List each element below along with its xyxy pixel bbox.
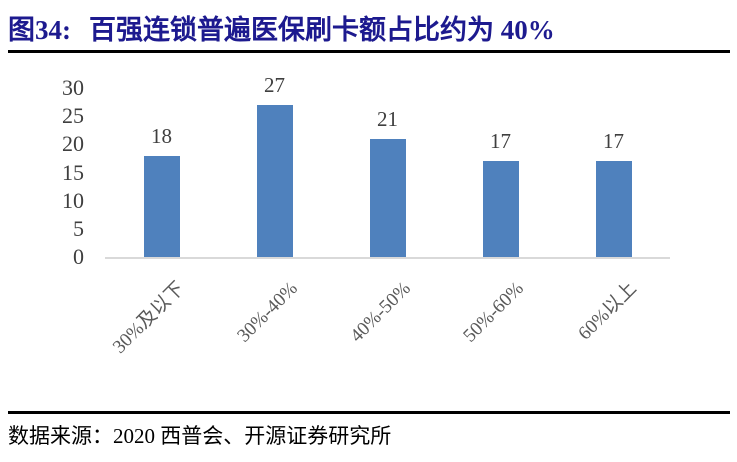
y-axis-tick-label: 15 xyxy=(62,159,84,185)
bar-value-label: 17 xyxy=(490,129,511,154)
y-axis-tick-label: 20 xyxy=(62,131,84,157)
x-axis-line xyxy=(105,257,670,259)
y-axis-tick-label: 25 xyxy=(62,103,84,129)
figure-title: 百强连锁普遍医保刷卡额占比约为 40% xyxy=(89,15,555,45)
footer-divider-line xyxy=(8,411,730,414)
x-axis-label: 30%及以下 xyxy=(108,278,189,358)
bar xyxy=(369,138,406,257)
bar-value-label: 17 xyxy=(603,129,624,154)
x-axis-label: 30%-40% xyxy=(232,278,302,347)
y-axis-tick-label: 10 xyxy=(62,187,84,213)
x-axis-label: 60%以上 xyxy=(574,278,641,345)
bar xyxy=(143,155,180,257)
bar-value-label: 21 xyxy=(377,106,398,131)
bar xyxy=(256,104,293,257)
x-axis-label: 40%-50% xyxy=(345,278,415,347)
x-axis-label: 50%-60% xyxy=(458,278,528,347)
figure-number-label: 图34: xyxy=(8,15,71,45)
y-axis-tick-label: 30 xyxy=(62,75,84,100)
title-divider-line xyxy=(8,50,730,53)
bar xyxy=(482,161,519,257)
bar-value-label: 27 xyxy=(264,72,285,97)
data-source-note: 数据来源：2020 西普会、开源证券研究所 xyxy=(8,424,392,448)
figure-header: 图34: 百强连锁普遍医保刷卡额占比约为 40% xyxy=(8,8,730,47)
y-axis-tick-label: 5 xyxy=(73,215,84,241)
bar-value-label: 18 xyxy=(151,123,172,148)
y-axis-tick-label: 0 xyxy=(73,244,84,269)
bar xyxy=(595,161,632,257)
